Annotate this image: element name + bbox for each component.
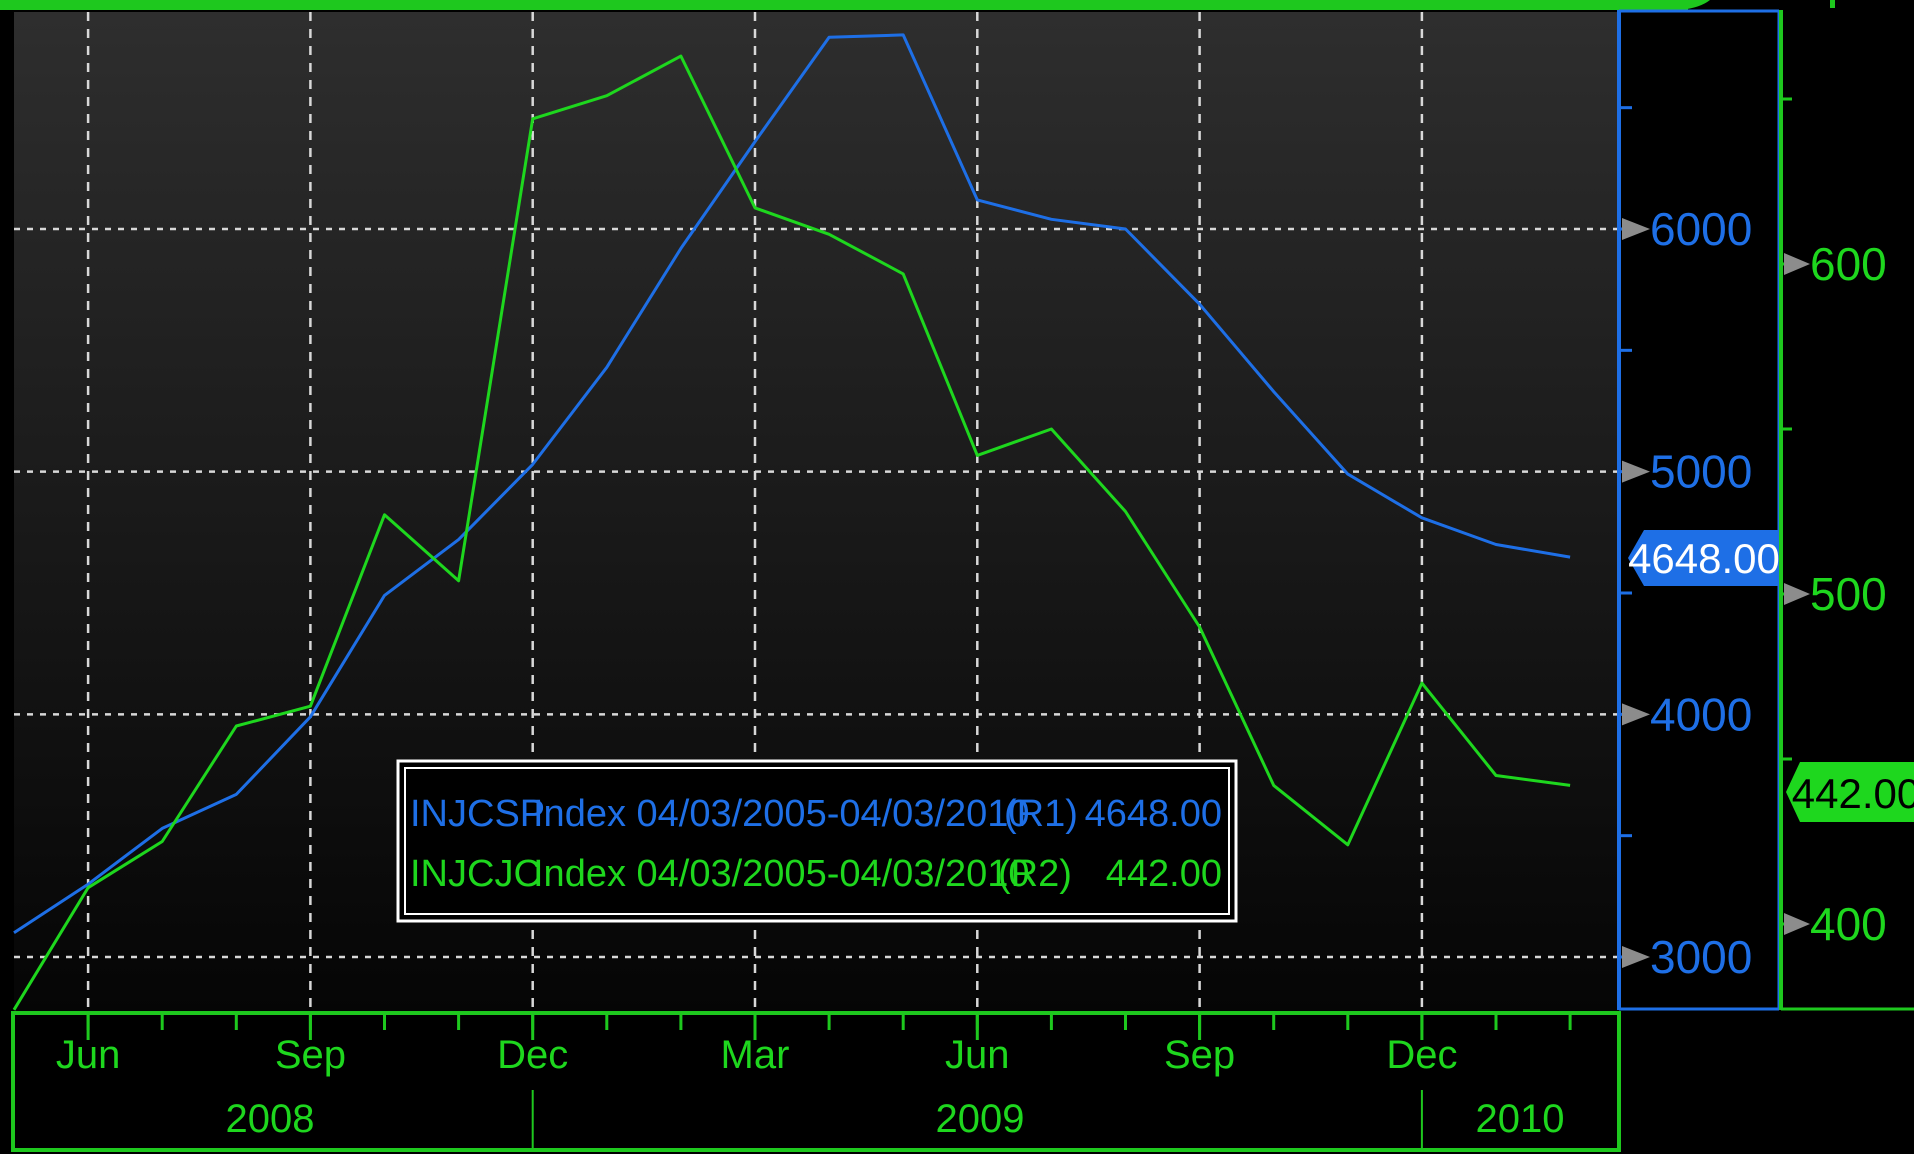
r1-tick-marker <box>1622 218 1650 240</box>
r1-tick-label: 3000 <box>1650 931 1752 983</box>
x-year-label: 2010 <box>1476 1097 1565 1141</box>
legend-box-inner <box>404 767 1230 915</box>
r2-axis-panel <box>1781 10 1914 1010</box>
r2-flag-shape <box>1786 762 1914 822</box>
legend-r1-ticker: INJCSP <box>410 793 545 835</box>
r1-flag-value: 4648.00 <box>1628 535 1780 582</box>
x-month-label: Dec <box>1386 1033 1457 1077</box>
series-line-r2 <box>12 54 1571 1011</box>
x-month-label: Jun <box>56 1033 121 1077</box>
x-year-label: 2008 <box>226 1097 315 1141</box>
x-month-label: Mar <box>721 1033 790 1077</box>
x-axis: Jun Sep Dec Mar Jun Sep Dec 2008 2009 2010 <box>56 1015 1572 1150</box>
x-month-label: Jun <box>945 1033 1010 1077</box>
legend-r2-description: Index 04/03/2005-04/03/2010 <box>533 853 1030 895</box>
legend-entry-r1: INJCSP Index 04/03/2005-04/03/2010 (R1) … <box>410 793 1222 835</box>
legend-r2-axis: (R2) <box>998 853 1072 895</box>
r2-tick-marker <box>1784 583 1810 605</box>
r1-last-value-flag: 4648.00 <box>1628 530 1780 586</box>
legend-r2-ticker: INJCJC <box>410 853 541 895</box>
top-frame-bar <box>0 0 1688 10</box>
r2-tick-label: 600 <box>1810 238 1887 290</box>
r2-tick-label: 400 <box>1810 898 1887 950</box>
x-year-label: 2009 <box>936 1097 1025 1141</box>
r1-tick-marker <box>1622 460 1650 483</box>
r2-last-value-flag: 442.00 <box>1786 762 1914 822</box>
r2-tick-marker <box>1784 913 1810 935</box>
legend-r1-description: Index 04/03/2005-04/03/2010 <box>533 793 1030 835</box>
x-month-label: Sep <box>275 1033 346 1077</box>
r1-axis-panel <box>1619 10 1779 1010</box>
series-line-r1 <box>13 33 1571 934</box>
r1-flag-shape <box>1628 530 1779 586</box>
r1-tick-label: 6000 <box>1650 203 1752 255</box>
legend-entry-r2: INJCJC Index 04/03/2005-04/03/2010 (R2) … <box>410 853 1222 895</box>
r1-axis: 3000 4000 5000 6000 <box>1619 106 1752 983</box>
r1-tick-marker <box>1622 946 1650 968</box>
x-month-label: Dec <box>497 1033 568 1077</box>
legend-r1-value: 4648.00 <box>1085 793 1222 835</box>
top-frame-bar-right <box>1830 0 1835 8</box>
top-frame-curve <box>1680 0 1710 10</box>
legend-r2-value: 442.00 <box>1106 853 1222 895</box>
x-month-label: Sep <box>1164 1033 1235 1077</box>
legend-r1-axis: (R1) <box>1004 793 1078 835</box>
legend: INJCSP Index 04/03/2005-04/03/2010 (R1) … <box>396 759 1238 923</box>
legend-box <box>396 759 1238 923</box>
r2-tick-marker <box>1784 253 1810 275</box>
x-axis-band <box>11 1011 1621 1152</box>
r1-tick-marker <box>1622 703 1650 726</box>
r1-tick-label: 5000 <box>1650 446 1752 498</box>
r1-tick-label: 4000 <box>1650 688 1752 740</box>
r2-axis: 400 500 600 <box>1781 97 1887 950</box>
r2-flag-value: 442.00 <box>1792 770 1914 817</box>
series-lines <box>12 33 1571 1011</box>
r2-tick-label: 500 <box>1810 568 1887 620</box>
